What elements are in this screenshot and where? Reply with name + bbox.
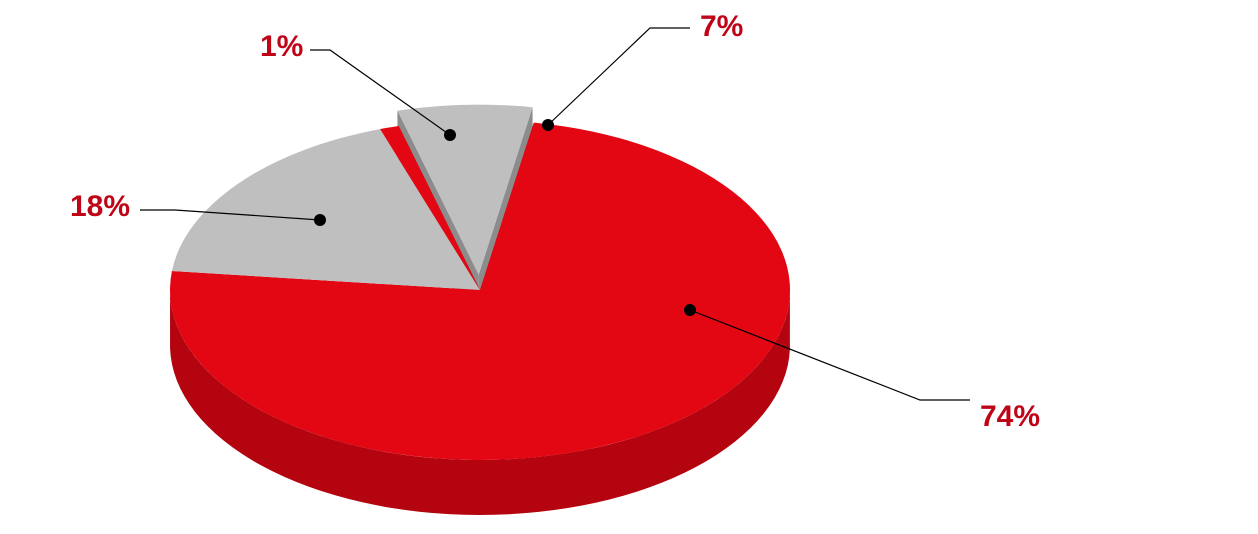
leader-dot xyxy=(314,214,326,226)
pie-slice-label: 74% xyxy=(980,400,1040,434)
leader-dot xyxy=(684,304,696,316)
pie-chart: 74% 18% 1% 7% xyxy=(0,0,1258,534)
leader-line xyxy=(548,28,690,125)
pie-slice-label: 1% xyxy=(260,30,303,64)
leader-dot xyxy=(542,119,554,131)
pie-chart-svg xyxy=(0,0,1258,534)
pie-slice-label: 7% xyxy=(700,10,743,44)
leader-dot xyxy=(444,129,456,141)
pie-slice-label: 18% xyxy=(70,190,130,224)
